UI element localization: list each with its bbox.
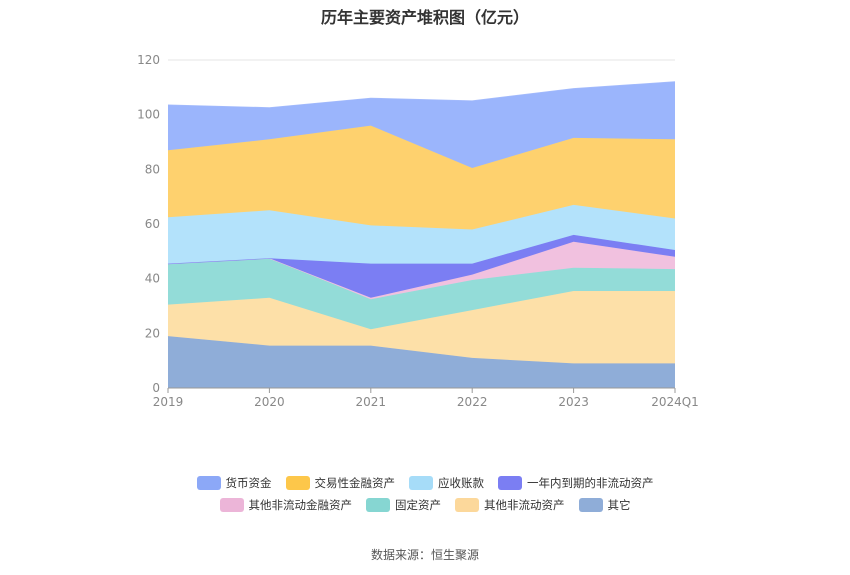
source-note: 数据来源：恒生聚源	[370, 548, 479, 562]
legend-label: 货币资金	[225, 476, 272, 490]
legend-label: 固定资产	[395, 498, 441, 512]
area-其它	[168, 336, 675, 388]
legend-item-交易性金融资产[interactable]: 交易性金融资产	[285, 475, 396, 491]
x-tick-label-2022: 2022	[457, 395, 488, 409]
y-tick-label-120: 120	[137, 53, 160, 67]
area-其他非流动金融资产	[168, 241, 675, 300]
area-series	[167, 81, 676, 388]
y-tick-label-20: 20	[145, 326, 160, 340]
area-edge-交易性金融资产	[167, 124, 676, 169]
legend-item-货币资金[interactable]: 货币资金	[196, 475, 272, 491]
legend-swatch	[219, 498, 244, 512]
y-tick-label-100: 100	[137, 108, 160, 122]
x-tick-label-2024Q1: 2024Q1	[651, 395, 699, 409]
legend-label: 交易性金融资产	[314, 476, 396, 490]
legend-swatch	[455, 498, 479, 512]
x-tick-label-2023: 2023	[558, 395, 589, 409]
legend-swatch	[409, 476, 433, 490]
legend-swatch	[366, 498, 390, 512]
legend-item-其它[interactable]: 其它	[578, 497, 631, 513]
legend-item-固定资产[interactable]: 固定资产	[366, 497, 441, 513]
x-tick-label-2020: 2020	[254, 395, 285, 409]
legend-item-其他非流动金融资产[interactable]: 其他非流动金融资产	[219, 497, 353, 513]
axes: 0 20 40 60 80 100 120 2019 2020 2021 2022 2023 2024Q…	[137, 53, 699, 409]
y-tick-label-80: 80	[145, 162, 160, 176]
legend-label: 一年内到期的非流动资产	[527, 476, 654, 490]
legend-label: 其他非流动金融资产	[248, 498, 353, 512]
legend-row: 其他非流动金融资产 固定资产 其他非流动资产 其它	[0, 494, 850, 516]
area-交易性金融资产	[168, 125, 675, 230]
area-edge-货币资金	[167, 81, 676, 109]
legend: 货币资金 交易性金融资产 应收账款 一年内到期的非流动资产 其他非流动金融资产 固定资产其…	[0, 472, 850, 516]
legend-swatch	[578, 498, 603, 512]
area-固定资产	[168, 258, 675, 330]
area-货币资金	[168, 81, 675, 168]
y-tick-label-0: 0	[152, 381, 160, 395]
legend-row: 货币资金 交易性金融资产 应收账款 一年内到期的非流动资产	[0, 472, 850, 494]
area-其他非流动资产	[168, 291, 675, 364]
legend-swatch	[498, 476, 522, 490]
legend-label: 应收账款	[438, 476, 484, 490]
legend-swatch	[196, 476, 221, 490]
legend-item-其他非流动资产[interactable]: 其他非流动资产	[455, 497, 565, 513]
y-tick-label-40: 40	[145, 272, 160, 286]
legend-label: 其它	[607, 498, 631, 512]
legend-item-应收账款[interactable]: 应收账款	[409, 475, 484, 491]
area-应收账款	[168, 204, 675, 264]
legend-item-一年内到期的非流动资产[interactable]: 一年内到期的非流动资产	[498, 475, 654, 491]
x-tick-label-2021: 2021	[356, 395, 387, 409]
stacked-area-chart: 0 20 40 60 80 100 120 2019 2020 2021 2022 2023 2024Q…	[137, 53, 699, 409]
legend-label: 其他非流动资产	[484, 498, 565, 512]
y-tick-label-60: 60	[145, 217, 160, 231]
chart-title: 历年主要资产堆积图（亿元）	[320, 8, 529, 27]
area-一年内到期的非流动资产	[168, 234, 675, 298]
x-tick-label-2019: 2019	[153, 395, 184, 409]
legend-swatch	[285, 476, 310, 490]
